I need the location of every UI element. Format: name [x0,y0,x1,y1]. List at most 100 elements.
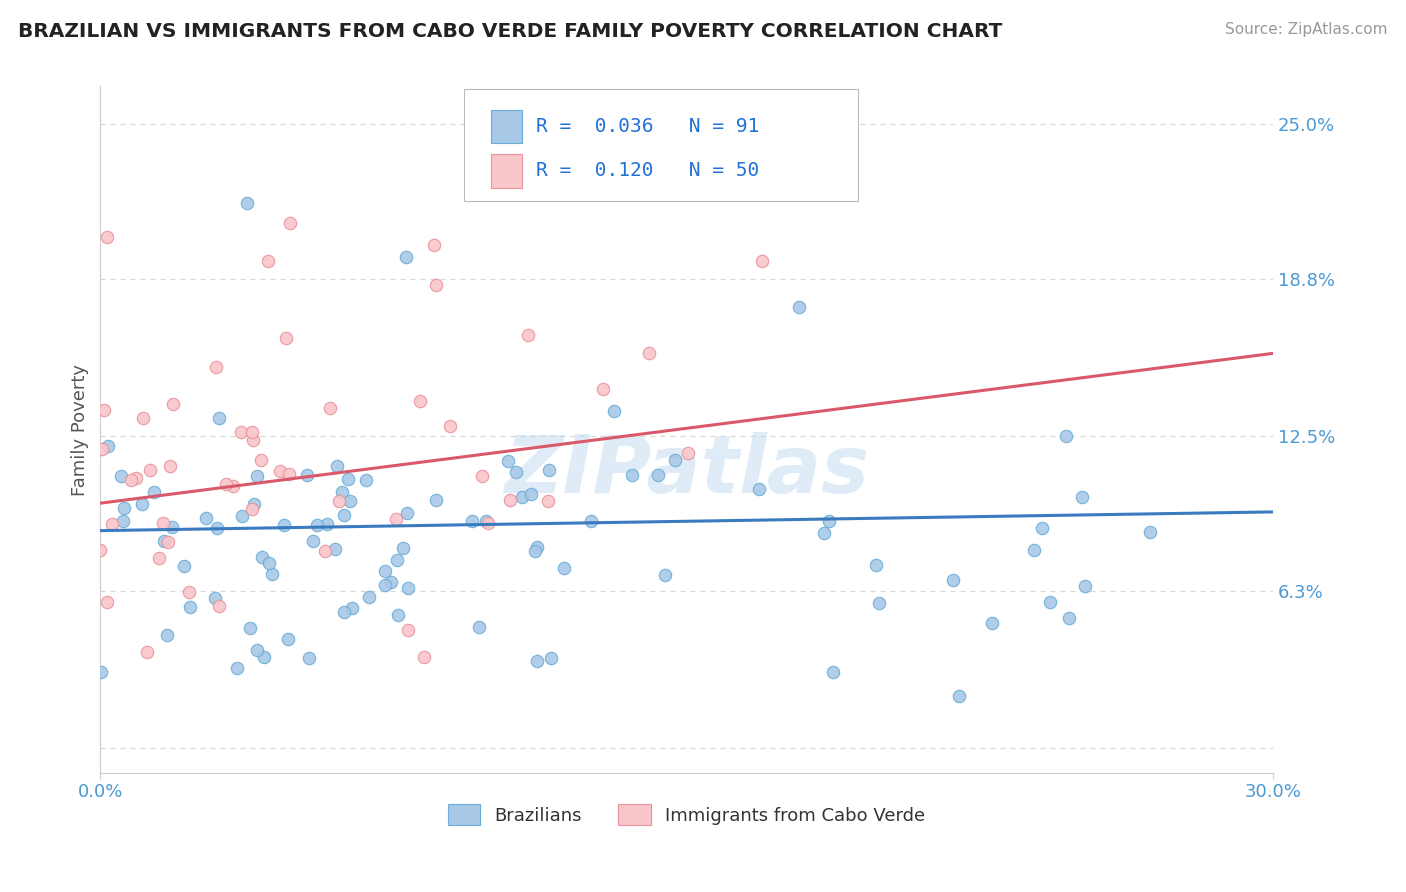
Point [505,466,527,480]
Point [208,599,231,614]
Point [519,487,541,501]
Point [439,418,461,433]
Point [226,661,249,675]
Point [240,425,263,439]
Point [162,397,184,411]
Point [177,585,200,599]
Point [1054,428,1077,442]
Point [101,516,124,531]
Point [592,383,614,397]
Point [156,628,179,642]
Point [538,463,561,477]
Point [242,434,264,448]
Point [274,331,297,345]
Point [256,254,278,268]
Point [477,516,499,531]
Point [307,518,329,533]
Point [510,490,533,504]
Point [231,425,253,439]
Point [298,651,321,665]
Point [323,542,346,557]
Point [120,473,142,487]
Point [1031,520,1053,534]
Point [205,521,228,535]
Point [93,403,115,417]
Point [374,564,396,578]
Point [153,533,176,548]
Point [326,458,349,473]
Point [391,541,413,556]
Point [333,508,356,522]
Point [110,469,132,483]
Point [474,515,496,529]
Point [162,520,184,534]
Point [89,542,111,557]
Point [396,623,419,637]
Point [314,544,336,558]
Point [253,649,276,664]
Text: R =  0.036   N = 91: R = 0.036 N = 91 [536,117,759,136]
Point [239,621,262,635]
Point [235,196,257,211]
Point [787,300,810,314]
Text: R =  0.120   N = 50: R = 0.120 N = 50 [536,161,759,180]
Point [112,501,135,516]
Point [387,553,409,567]
Point [205,360,228,375]
Point [499,492,522,507]
Point [339,493,361,508]
Point [981,616,1004,631]
Point [581,514,603,528]
Point [676,446,699,460]
Point [603,404,626,418]
Point [751,253,773,268]
Point [246,643,269,657]
Point [96,229,118,244]
Point [215,477,238,491]
Point [395,507,418,521]
Point [948,690,970,704]
Y-axis label: Family Poverty: Family Poverty [72,364,89,496]
Text: Source: ZipAtlas.com: Source: ZipAtlas.com [1225,22,1388,37]
Point [148,550,170,565]
Point [139,463,162,477]
Point [461,514,484,528]
Point [409,394,432,409]
Point [823,665,845,680]
Point [468,620,491,634]
Point [537,493,560,508]
Point [143,484,166,499]
Point [152,516,174,530]
Point [374,578,396,592]
Point [664,453,686,467]
Point [332,485,354,500]
Point [354,473,377,487]
Point [332,605,354,619]
Point [135,645,157,659]
Point [413,650,436,665]
Point [240,501,263,516]
Point [865,558,887,572]
Point [204,591,226,605]
Point [340,600,363,615]
Point [523,543,546,558]
Point [273,518,295,533]
Point [242,497,264,511]
Point [380,574,402,589]
Text: BRAZILIAN VS IMMIGRANTS FROM CABO VERDE FAMILY POVERTY CORRELATION CHART: BRAZILIAN VS IMMIGRANTS FROM CABO VERDE … [18,22,1002,41]
Point [638,345,661,359]
Point [470,469,492,483]
Point [359,591,381,605]
Point [1139,524,1161,539]
Point [179,600,201,615]
Point [1057,611,1080,625]
Point [425,278,447,293]
Point [250,452,273,467]
Point [257,556,280,570]
Point [425,492,447,507]
Point [1039,595,1062,609]
Point [498,454,520,468]
Point [269,464,291,478]
Point [96,595,118,609]
Point [813,526,835,541]
